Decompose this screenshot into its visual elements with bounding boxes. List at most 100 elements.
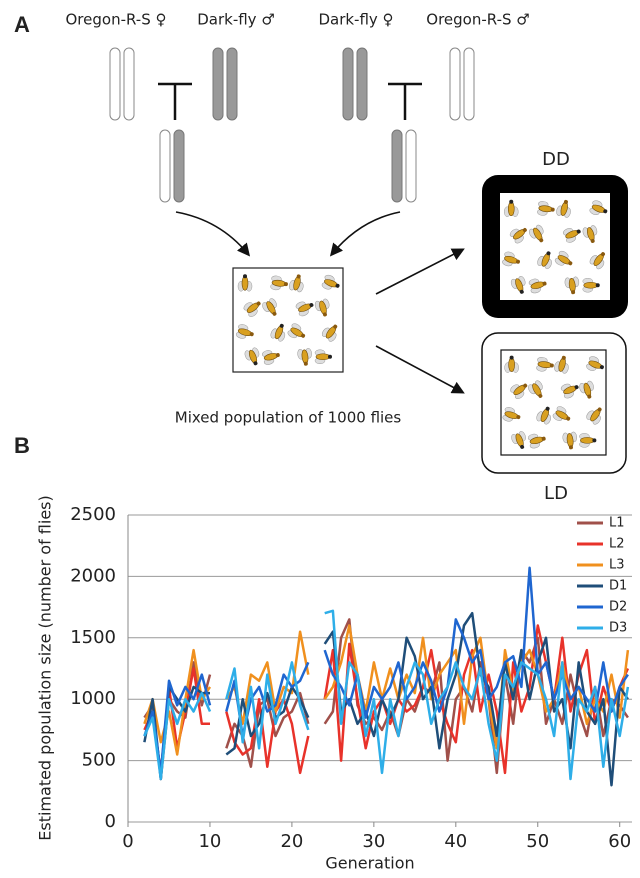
parent-label: Dark-fly ♀ xyxy=(318,11,393,29)
fly-head xyxy=(592,438,597,443)
fly-head xyxy=(538,393,543,398)
fly-head xyxy=(509,199,514,204)
fly-head xyxy=(322,312,327,317)
fly xyxy=(295,301,314,317)
fly-body xyxy=(507,201,515,217)
fly-head xyxy=(279,323,284,328)
x-tick-label: 50 xyxy=(526,831,549,852)
fly-head xyxy=(571,290,576,295)
legend-label: L1 xyxy=(609,516,625,531)
parent-label: Oregon-R-S ♀ xyxy=(66,11,167,29)
fly xyxy=(504,355,519,373)
x-tick-label: 40 xyxy=(444,831,467,852)
y-tick-label: 2500 xyxy=(70,504,116,525)
fly xyxy=(586,356,604,371)
fly xyxy=(562,228,581,243)
fly-head xyxy=(523,383,528,388)
fly-head xyxy=(587,394,592,399)
fly xyxy=(536,406,552,425)
y-axis-title: Estimated population size (number of fli… xyxy=(36,495,55,840)
fly-head xyxy=(249,332,254,337)
legend-label: L2 xyxy=(609,537,625,552)
fly xyxy=(321,324,338,342)
fly-head xyxy=(603,209,608,214)
fly xyxy=(262,298,277,316)
x-tick-label: 10 xyxy=(198,831,221,852)
fly-head xyxy=(600,252,605,257)
fly xyxy=(562,431,578,450)
fly-head xyxy=(272,311,277,316)
fly-head xyxy=(328,354,332,359)
fly-head xyxy=(301,333,306,338)
cross-symbols xyxy=(158,82,422,120)
fly-head xyxy=(597,407,602,412)
fly xyxy=(528,224,544,243)
fly xyxy=(554,355,569,374)
fly-head xyxy=(515,259,520,264)
plot: 0 500 1000 1500 2000 2500 0 10 20 30 40 50 60 L1 L2 L3 D… xyxy=(70,504,632,852)
fly xyxy=(270,323,286,342)
fly-head xyxy=(568,445,573,450)
fly xyxy=(589,252,605,270)
fly-body xyxy=(241,275,249,291)
fly-head xyxy=(568,261,573,266)
fly xyxy=(579,433,597,448)
fly xyxy=(270,275,288,291)
fly xyxy=(244,347,260,366)
fly xyxy=(287,323,306,339)
fly-head xyxy=(561,355,566,360)
fly xyxy=(510,275,526,294)
fly xyxy=(314,349,332,364)
fly xyxy=(502,407,521,422)
fly-head xyxy=(542,281,547,286)
fly xyxy=(235,324,254,339)
fly-head xyxy=(509,355,514,360)
fly xyxy=(586,407,602,425)
panel-label: A xyxy=(14,12,30,37)
fly-head xyxy=(303,361,308,366)
fly-head xyxy=(516,415,521,420)
fly xyxy=(554,250,573,266)
fly-head xyxy=(574,385,579,390)
fly xyxy=(509,228,527,244)
flies xyxy=(235,199,608,450)
fly xyxy=(537,201,555,216)
fly xyxy=(261,350,280,365)
y-tick-label: 2000 xyxy=(70,565,116,586)
ld-label: LD xyxy=(544,483,568,504)
fly-body xyxy=(583,281,599,289)
fly xyxy=(528,278,547,294)
fly xyxy=(582,225,598,243)
fly-head xyxy=(522,228,527,233)
legend-label: D3 xyxy=(609,621,627,636)
y-tick-label: 0 xyxy=(105,811,116,832)
x-tick-label: 20 xyxy=(280,831,303,852)
fly-body xyxy=(315,353,331,361)
fly-head xyxy=(563,199,568,204)
chromosomes xyxy=(109,47,475,203)
fly-head xyxy=(590,238,595,243)
fly-head xyxy=(545,406,550,411)
x-tick-label: 60 xyxy=(608,831,631,852)
fly-head xyxy=(253,361,258,366)
fly xyxy=(237,274,253,292)
fly xyxy=(243,301,261,317)
y-tick-label: 1500 xyxy=(70,627,116,648)
parent-label: Dark-fly ♂ xyxy=(197,11,275,29)
fly xyxy=(560,383,579,399)
x-tick-label: 0 xyxy=(122,831,133,852)
fly-head xyxy=(335,283,340,288)
fly-head xyxy=(550,207,555,212)
fly xyxy=(579,380,594,399)
fly xyxy=(297,348,312,366)
fly xyxy=(511,431,526,449)
fly xyxy=(582,278,600,293)
fly-head xyxy=(275,353,280,358)
fly-head xyxy=(549,363,554,368)
fly xyxy=(537,251,552,270)
x-axis-title: Generation xyxy=(325,854,414,873)
fly-head xyxy=(539,238,544,243)
fly xyxy=(502,251,520,267)
fly-head xyxy=(309,303,314,308)
